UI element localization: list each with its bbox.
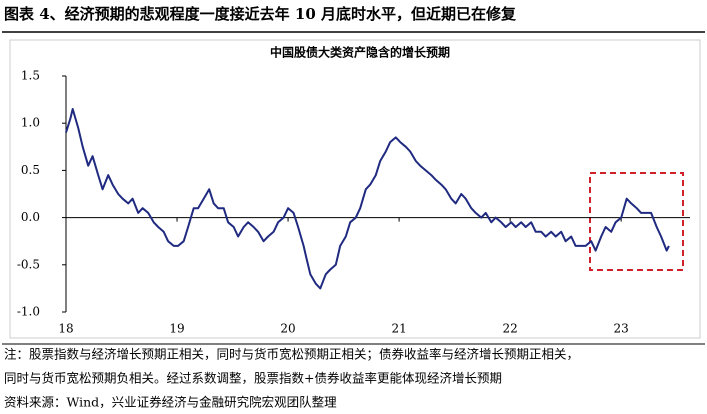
x-tick-label: 23 [614,322,629,336]
note-line: 注：股票指数与经济增长预期正相关，同时与货币宽松预期正相关；债券收益率与经济增长… [4,347,579,362]
chart-title: 中国股债大类资产隐含的增长预期 [270,45,450,60]
x-tick-label: 18 [58,322,73,336]
source: 资料来源：Wind，兴业证券经济与金融研究院宏观团队整理 [4,395,337,410]
x-tick-label: 19 [169,322,184,336]
page-title: 图表 4、经济预期的悲观程度一度接近去年 10 月底时水平，但近期已在修复 [4,5,517,23]
y-tick-label: 0.5 [21,163,40,177]
x-tick-label: 21 [391,322,406,336]
chart-frame [9,39,701,339]
x-tick-label: 20 [280,322,295,336]
note-line: 同时与货币宽松预期负相关。经过系数调整，股票指数+债券收益率更能体现经济增长预期 [4,371,502,386]
y-tick-label: -0.5 [17,257,40,271]
highlight-box [589,172,684,271]
series-line [65,108,670,290]
y-tick-label: -1.0 [17,305,40,319]
x-tick-label: 22 [502,322,517,336]
y-tick-label: 0.0 [21,210,40,224]
y-tick-label: 1.0 [21,116,40,130]
y-tick-label: 1.5 [21,69,40,83]
